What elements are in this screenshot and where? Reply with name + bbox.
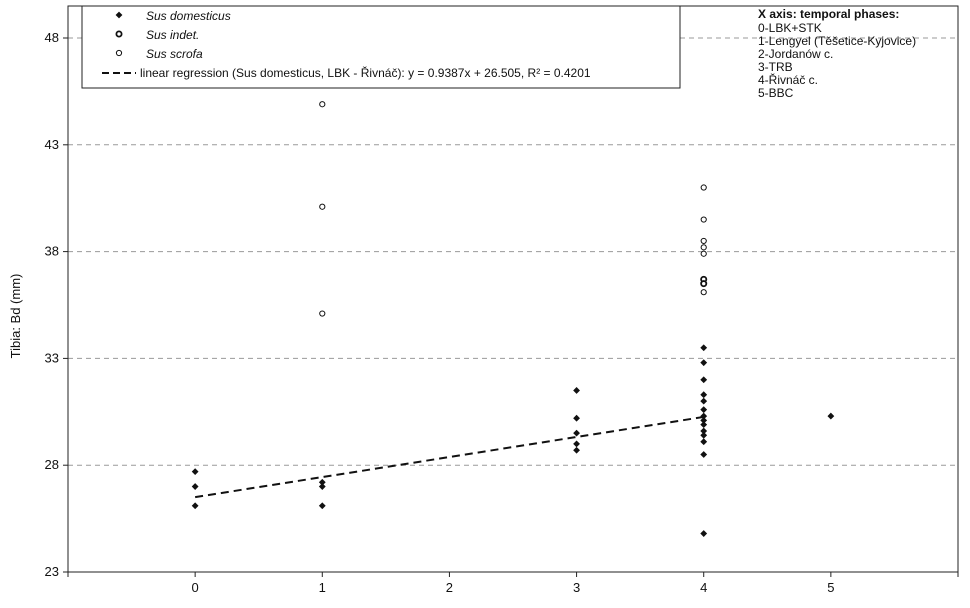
x-tick-label: 3 — [573, 580, 580, 595]
regression-layer — [194, 415, 704, 499]
phase-annotation: X axis: temporal phases:0-LBK+STK1-Lengy… — [758, 7, 916, 100]
sus-domesticus-point — [700, 416, 708, 424]
annotation-line: 2-Jordanów c. — [758, 47, 833, 61]
sus-domesticus-point — [827, 412, 835, 420]
x-tick-label: 5 — [827, 580, 834, 595]
y-tick-label: 48 — [45, 30, 59, 45]
sus-domesticus-point — [191, 483, 199, 490]
sus-domesticus-point — [700, 421, 708, 429]
legend-marker — [115, 49, 123, 57]
sus-domesticus-point — [573, 429, 580, 437]
legend-entry-label: Sus indet. — [146, 28, 199, 42]
y-axis-title: Tibia: Bd (mm) — [8, 274, 23, 359]
sus-domesticus-point — [700, 406, 708, 414]
sus-scrofa-point — [700, 289, 707, 296]
sus-domesticus-point — [700, 397, 708, 405]
sus-domesticus-point — [700, 376, 708, 384]
sus-domesticus-point — [700, 451, 708, 458]
annotation-line: 0-LBK+STK — [758, 21, 822, 35]
sus-scrofa-point — [700, 237, 707, 245]
sus-domesticus-point — [700, 530, 708, 537]
x-tick-label: 1 — [319, 580, 326, 595]
sus-domesticus-point — [191, 468, 199, 476]
sus-domesticus-point — [573, 387, 580, 394]
sus-domesticus-point — [700, 359, 708, 367]
sus-domesticus-point — [700, 438, 708, 446]
y-tick-label: 33 — [45, 350, 59, 365]
legend-marker — [115, 11, 123, 19]
sus-indet-point — [700, 280, 708, 288]
sus-scrofa-point — [319, 203, 326, 210]
x-tick-label: 4 — [700, 580, 707, 595]
legend-entry-label: linear regression (Sus domesticus, LBK -… — [140, 65, 591, 80]
sus-domesticus-point — [700, 431, 708, 439]
annotation-line: 1-Lengyel (Těšetice-Kyjovice) — [758, 34, 916, 48]
sus-scrofa-point — [319, 310, 326, 317]
annotation-line: 3-TRB — [758, 60, 793, 74]
annotation-line: 4-Řivnáč c. — [758, 72, 818, 87]
sus-scrofa-point — [700, 216, 707, 223]
y-tick-label: 23 — [45, 564, 59, 579]
sus-scrofa-point — [700, 244, 707, 251]
sus-domesticus-point — [700, 344, 708, 352]
sus-domesticus-point — [700, 412, 708, 420]
sus-scrofa-point — [700, 250, 707, 257]
points-layer — [191, 101, 835, 537]
sus-domesticus-point — [573, 446, 580, 454]
sus-domesticus-point — [318, 483, 326, 490]
y-tick-label: 38 — [45, 244, 59, 259]
legend-entry-label: Sus domesticus — [146, 9, 231, 23]
y-tick-label: 43 — [45, 137, 59, 152]
sus-scrofa-point — [700, 184, 707, 191]
sus-domesticus-point — [700, 391, 708, 399]
sus-domesticus-point — [573, 414, 580, 422]
x-tick-label: 2 — [446, 580, 453, 595]
regression-line — [194, 415, 704, 499]
annotation-title: X axis: temporal phases: — [758, 7, 899, 21]
x-tick-label: 0 — [192, 580, 199, 595]
sus-domesticus-point — [318, 478, 326, 486]
sus-domesticus-point — [573, 440, 580, 448]
y-tick-label: 28 — [45, 457, 59, 472]
sus-domesticus-point — [191, 502, 199, 510]
sus-scrofa-point — [319, 101, 326, 108]
annotation-line: 5-BBC — [758, 86, 794, 100]
sus-domesticus-point — [318, 502, 326, 510]
legend-entry-label: Sus scrofa — [146, 47, 203, 61]
legend-frame — [81, 5, 681, 89]
legend: Sus domesticus Sus indet. Sus scrofa linear… — [81, 5, 681, 89]
legend-marker — [115, 30, 123, 38]
sus-domesticus-point — [700, 427, 708, 435]
